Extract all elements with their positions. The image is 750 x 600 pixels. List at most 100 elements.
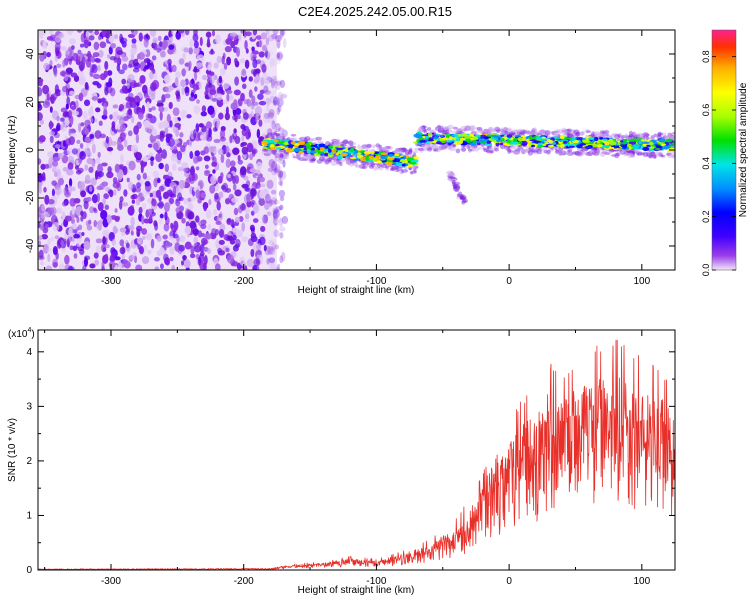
noise-blob [46, 51, 51, 58]
signal-halo-blob [490, 129, 496, 133]
noise-blob [242, 112, 249, 120]
signal-halo-blob [303, 156, 311, 161]
signal-core-blob [512, 137, 518, 142]
signal-halo-blob [532, 127, 537, 132]
noise-blob [279, 79, 286, 89]
signal-halo-blob [468, 125, 475, 132]
signal-halo-blob [275, 148, 282, 154]
noise-blob [94, 57, 101, 63]
noise-blob [249, 168, 256, 173]
noise-blob [112, 181, 120, 189]
signal-halo-blob [486, 145, 492, 150]
noise-blob [201, 74, 208, 81]
noise-blob [143, 38, 149, 48]
noise-blob [68, 136, 76, 145]
signal-halo-blob [380, 164, 388, 168]
signal-halo-blob [449, 147, 456, 152]
noise-blob [60, 117, 65, 122]
signal-halo-blob [509, 145, 515, 150]
signal-halo-blob [421, 128, 426, 133]
signal-halo-blob [653, 133, 658, 138]
signal-halo-blob [513, 146, 519, 151]
signal-halo-blob [389, 167, 395, 171]
noise-blob [149, 192, 153, 198]
noise-blob [214, 263, 221, 270]
signal-halo-blob [537, 129, 545, 135]
noise-blob [244, 40, 248, 50]
noise-blob [279, 232, 284, 239]
noise-blob [250, 116, 258, 126]
signal-halo-blob [440, 129, 448, 133]
signal-halo-blob [577, 131, 585, 135]
noise-blob [265, 51, 271, 60]
noise-blob [246, 258, 254, 268]
noise-blob [153, 142, 159, 151]
noise-blob [265, 30, 270, 35]
signal-halo-blob [298, 137, 306, 142]
noise-blob [182, 255, 187, 261]
signal-halo-blob [412, 164, 419, 170]
signal-core-blob [531, 144, 536, 148]
signal-halo-blob [400, 149, 405, 154]
signal-core-blob [406, 157, 413, 162]
signal-halo-blob [491, 129, 497, 133]
noise-blob [270, 78, 275, 89]
noise-blob [255, 73, 261, 82]
signal-halo-blob [308, 158, 316, 163]
noise-blob [274, 198, 278, 205]
signal-halo-blob [578, 148, 585, 152]
signal-halo-blob [448, 175, 454, 179]
signal-halo-blob [561, 127, 567, 133]
noise-blob [128, 160, 136, 171]
noise-blob [215, 228, 220, 236]
noise-blob [46, 92, 50, 101]
noise-blob [38, 135, 46, 143]
signal-halo-blob [543, 150, 548, 154]
noise-blob [174, 122, 182, 128]
noise-blob [109, 253, 115, 263]
signal-halo-blob [443, 127, 449, 132]
signal-halo-blob [459, 147, 467, 152]
noise-blob [80, 33, 85, 43]
noise-blob [246, 142, 254, 153]
noise-blob [176, 150, 183, 161]
noise-blob [45, 223, 49, 231]
noise-blob [195, 215, 200, 223]
noise-blob [241, 83, 247, 89]
noise-blob [122, 259, 129, 265]
noise-blob [38, 86, 43, 97]
signal-halo-blob [395, 169, 400, 173]
noise-blob [211, 161, 218, 167]
noise-blob [251, 50, 259, 55]
colorbar-tick-label: 0.0 [701, 264, 711, 277]
spectrogram-x-tick-label: 0 [506, 276, 512, 287]
noise-blob [40, 261, 44, 266]
noise-blob [68, 185, 73, 194]
noise-blob [123, 189, 128, 197]
signal-halo-blob [437, 127, 445, 134]
colorbar-tick-label: 0.4 [701, 157, 711, 170]
noise-blob [235, 238, 241, 248]
noise-blob [161, 120, 170, 129]
signal-halo-blob [508, 131, 516, 136]
signal-halo-blob [532, 149, 539, 155]
signal-halo-blob [434, 147, 439, 152]
noise-blob [131, 115, 135, 124]
signal-halo-blob [345, 159, 352, 165]
signal-halo-blob [486, 146, 490, 152]
signal-halo-blob [639, 152, 646, 156]
noise-blob [224, 198, 231, 205]
signal-halo-blob [581, 130, 585, 136]
signal-halo-blob [272, 151, 276, 156]
signal-halo-blob [324, 159, 329, 165]
noise-blob [272, 100, 277, 106]
noise-blob [69, 245, 74, 251]
signal-halo-blob [300, 156, 306, 161]
noise-blob [277, 53, 284, 59]
noise-blob [79, 43, 85, 48]
signal-halo-blob [371, 162, 376, 166]
signal-halo-blob [366, 163, 373, 168]
noise-blob [179, 235, 186, 243]
signal-core-blob [367, 150, 375, 154]
